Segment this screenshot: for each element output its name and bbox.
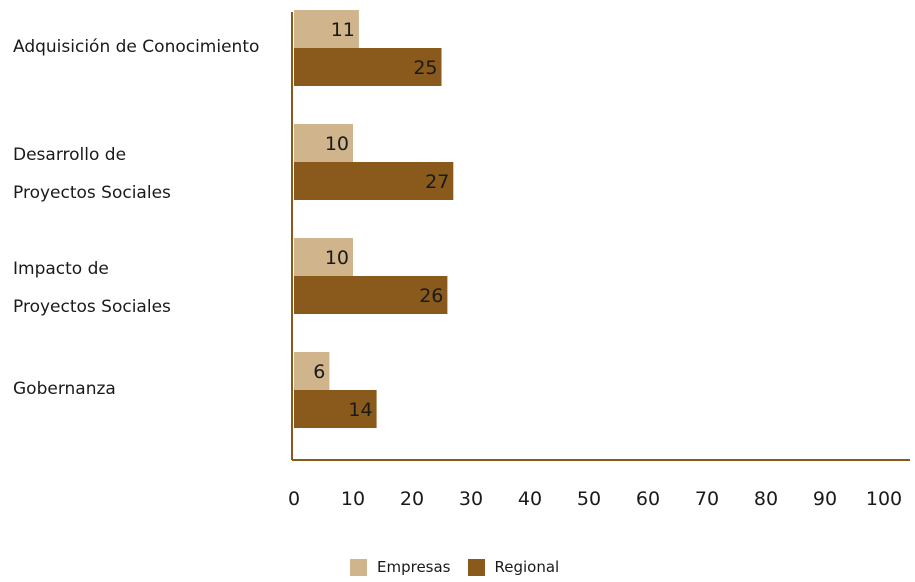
bar-regional-0 xyxy=(294,48,442,86)
bar-empresas-1 xyxy=(294,124,353,162)
legend-swatch-empresas xyxy=(350,558,367,576)
category-label-0-line-0: Adquisición de Conocimiento xyxy=(13,37,260,57)
legend-label-empresas: Empresas xyxy=(377,558,451,576)
x-tick-label-50: 50 xyxy=(577,488,601,510)
legend-item-regional: Regional xyxy=(467,558,560,576)
x-tick-label-30: 30 xyxy=(459,488,483,510)
category-label-3-line-0: Gobernanza xyxy=(13,379,116,399)
data-label-regional-1: 27 xyxy=(425,171,449,193)
category-label-2-line-0: Impacto de xyxy=(13,259,109,279)
data-label-regional-0: 25 xyxy=(413,57,437,79)
data-label-empresas-2: 10 xyxy=(325,247,349,269)
data-label-regional-2: 26 xyxy=(419,285,443,307)
bar-empresas-2 xyxy=(294,238,353,276)
x-tick-label-0: 0 xyxy=(288,488,300,510)
x-tick-label-70: 70 xyxy=(695,488,719,510)
x-tick-label-90: 90 xyxy=(813,488,837,510)
x-tick-label-40: 40 xyxy=(518,488,542,510)
data-label-empresas-3: 6 xyxy=(313,361,325,383)
x-tick-label-80: 80 xyxy=(754,488,778,510)
legend-swatch-regional xyxy=(467,558,485,576)
legend: Empresas Regional xyxy=(350,558,576,576)
bar-regional-3 xyxy=(294,390,377,428)
data-label-regional-3: 14 xyxy=(348,399,372,421)
bar-empresas-3 xyxy=(294,352,330,390)
bar-empresas-0 xyxy=(294,10,359,48)
x-tick-label-10: 10 xyxy=(341,488,365,510)
bar-regional-1 xyxy=(294,162,454,200)
x-tick-label-60: 60 xyxy=(636,488,660,510)
legend-label-regional: Regional xyxy=(494,558,560,576)
data-label-empresas-0: 11 xyxy=(331,19,355,41)
category-label-1-line-1: Proyectos Sociales xyxy=(13,183,171,203)
data-label-empresas-1: 10 xyxy=(325,133,349,155)
bar-regional-2 xyxy=(294,276,448,314)
legend-item-empresas: Empresas xyxy=(350,558,451,576)
category-label-1-line-0: Desarrollo de xyxy=(13,145,127,165)
x-tick-label-100: 100 xyxy=(866,488,902,510)
x-tick-label-20: 20 xyxy=(400,488,424,510)
category-label-2-line-1: Proyectos Sociales xyxy=(13,297,171,317)
